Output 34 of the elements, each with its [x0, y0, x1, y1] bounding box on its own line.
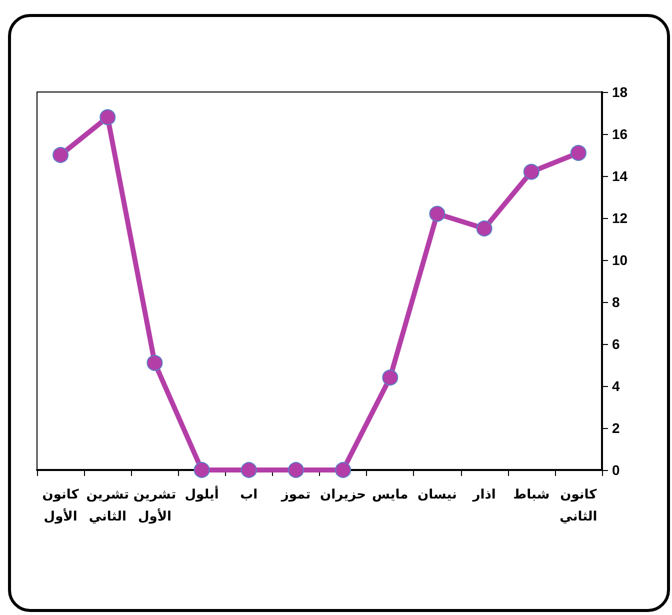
x-tick-label: نيسان — [418, 488, 457, 502]
x-tick-label: اب — [240, 488, 258, 502]
x-tick-label: اذار — [472, 488, 496, 502]
point — [146, 354, 163, 371]
y-tick-label: 18 — [612, 84, 628, 100]
x-tick-label: تموز — [280, 488, 311, 502]
y-tick-label: 12 — [612, 210, 628, 226]
point — [570, 144, 586, 161]
point — [100, 109, 116, 126]
point — [382, 370, 398, 386]
y-tick-label: 0 — [612, 462, 620, 478]
y-tick-label: 14 — [612, 168, 628, 184]
point — [194, 462, 210, 478]
x-tick-label: تشرين الثاني — [86, 488, 130, 524]
x-tick-label: مايس — [372, 488, 408, 502]
point — [335, 462, 352, 478]
point — [429, 206, 446, 222]
point — [288, 462, 304, 478]
x-tick-label: كانون الثاني — [560, 488, 598, 524]
x-tick-label: أيلول — [184, 486, 219, 502]
x-tick-label: شباط — [513, 488, 550, 502]
y-tick-label: 10 — [612, 252, 628, 268]
x-tick-label: حزيران — [320, 488, 366, 502]
y-tick-label: 2 — [612, 420, 620, 436]
y-tick-label: 16 — [612, 126, 628, 142]
x-tick-label: كانون الأول — [42, 488, 80, 524]
x-tick-label: تشرين الأول — [133, 488, 176, 524]
y-tick-label: 4 — [612, 378, 620, 394]
y-tick-label: 6 — [612, 336, 620, 352]
point — [240, 462, 257, 478]
point — [52, 147, 69, 163]
point — [476, 220, 492, 236]
y-tick-label: 8 — [612, 294, 620, 310]
point — [523, 164, 540, 180]
